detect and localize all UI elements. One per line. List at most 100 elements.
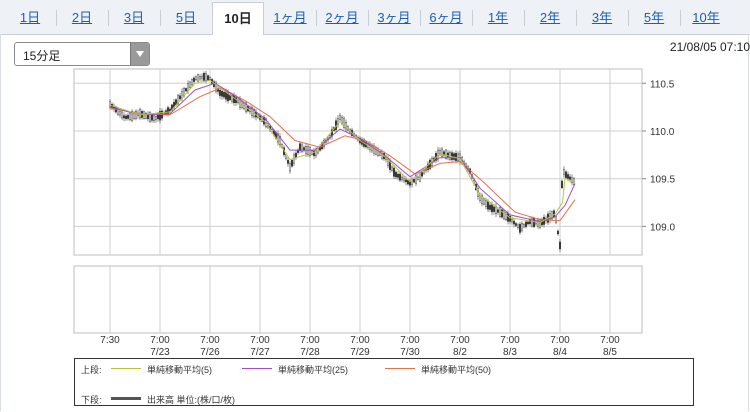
candle-body [192, 77, 195, 82]
x-tick-label-date: 8/3 [503, 347, 517, 358]
legend-volume-label: 出来高 単位:(株/口/枚) [147, 395, 235, 405]
candle-body [120, 111, 123, 119]
tab-8[interactable]: 3ヶ月 [377, 10, 411, 25]
candle-body [393, 167, 396, 177]
candle-body [523, 223, 526, 228]
candle-body [487, 201, 490, 210]
candle-body [148, 112, 151, 122]
candle-body [507, 213, 510, 222]
candle-body [447, 152, 450, 158]
candle-body [399, 173, 402, 181]
candle-body [345, 122, 348, 130]
volume-plot-area [73, 265, 643, 334]
candle-body [419, 172, 422, 182]
candle-body [134, 110, 137, 119]
tab-10[interactable]: 1年 [487, 10, 509, 25]
candle-body [569, 176, 572, 180]
candle-body [509, 215, 512, 222]
candle-body [513, 220, 516, 225]
tab-4[interactable]: 5日 [175, 10, 197, 25]
x-tick-label-time: 7:30 [100, 335, 120, 346]
candle-body [130, 111, 133, 121]
tab-3[interactable]: 3日 [123, 10, 145, 25]
candle-body [403, 178, 406, 182]
candle-body [485, 200, 488, 207]
ma25-line [109, 82, 576, 223]
candle-body [439, 150, 442, 154]
candle-body [188, 81, 191, 88]
candle-body [405, 179, 408, 183]
candle-body [190, 79, 193, 86]
tab-9[interactable]: 6ヶ月 [429, 10, 463, 25]
x-tick-label-time: 7:00 [600, 335, 620, 346]
tab-11[interactable]: 2年 [539, 10, 561, 25]
candle-body [208, 77, 211, 81]
x-tick-label-time: 7:00 [550, 335, 570, 346]
candle-body [395, 171, 398, 178]
tab-separator [524, 10, 525, 26]
candle-body [567, 174, 570, 179]
x-tick-label-time: 7:00 [200, 335, 220, 346]
interval-select-value: 15分足 [23, 49, 61, 63]
tab-separator [316, 10, 317, 26]
tab-14[interactable]: 10年 [692, 10, 720, 25]
legend-ma5-label: 単純移動平均(5) [147, 365, 212, 375]
candle-body [557, 230, 560, 235]
candle-body [483, 198, 486, 205]
tab-7[interactable]: 2ヶ月 [325, 10, 359, 25]
tab-1[interactable]: 1日 [19, 10, 41, 25]
candle-body [285, 154, 288, 159]
candle-body [144, 112, 147, 119]
candle-body [178, 95, 181, 100]
candle-body [156, 114, 159, 120]
tab-13[interactable]: 5年 [643, 10, 665, 25]
candle-body [489, 204, 492, 210]
legend-ma25-line [242, 368, 272, 369]
candle-body [108, 101, 111, 108]
candle-body [505, 212, 508, 221]
candle-body [196, 74, 199, 82]
tab-6[interactable]: 1ヶ月 [273, 10, 307, 25]
candle-body [204, 73, 207, 81]
candle-body [537, 219, 540, 227]
x-tick-label-time: 7:00 [300, 335, 320, 346]
candle-body [511, 219, 514, 223]
tab-separator [160, 10, 161, 26]
tab-12[interactable]: 3年 [591, 10, 613, 25]
chevron-down-icon[interactable] [130, 43, 149, 65]
candle-body [407, 180, 410, 185]
chart-panel [0, 34, 749, 411]
candle-body [437, 149, 440, 160]
x-tick-label-time: 7:00 [350, 335, 370, 346]
x-tick-label-date: 7/26 [200, 347, 220, 358]
candle-body [527, 221, 530, 225]
candle-body [389, 160, 392, 170]
tab-separator [420, 10, 421, 26]
candle-body [499, 207, 502, 217]
x-tick-label-time: 7:00 [500, 335, 520, 346]
tab-separator [472, 10, 473, 26]
data-timestamp: 21/08/05 07:10 [669, 40, 750, 54]
candle-body [128, 112, 131, 120]
x-tick-label-date: 8/5 [603, 347, 617, 358]
tab-5[interactable]: 10日 [212, 2, 264, 35]
candle-body [515, 223, 518, 226]
candle-body [124, 115, 127, 120]
candle-body [427, 163, 430, 171]
candle-body [289, 163, 292, 172]
tab-separator [108, 10, 109, 26]
candle-body [168, 108, 171, 112]
tab-2[interactable]: 2日 [71, 10, 93, 25]
tab-separator [680, 10, 681, 26]
candle-body [443, 151, 446, 156]
x-tick-label-time: 7:00 [450, 335, 470, 346]
legend-ma50-label: 単純移動平均(50) [421, 365, 492, 375]
candle-body [493, 206, 496, 212]
candle-body [214, 82, 217, 92]
candle-body [158, 111, 161, 121]
candle-body [521, 223, 524, 231]
candle-body [152, 115, 155, 122]
interval-select[interactable]: 15分足 [14, 42, 150, 66]
candle-body [453, 153, 456, 160]
